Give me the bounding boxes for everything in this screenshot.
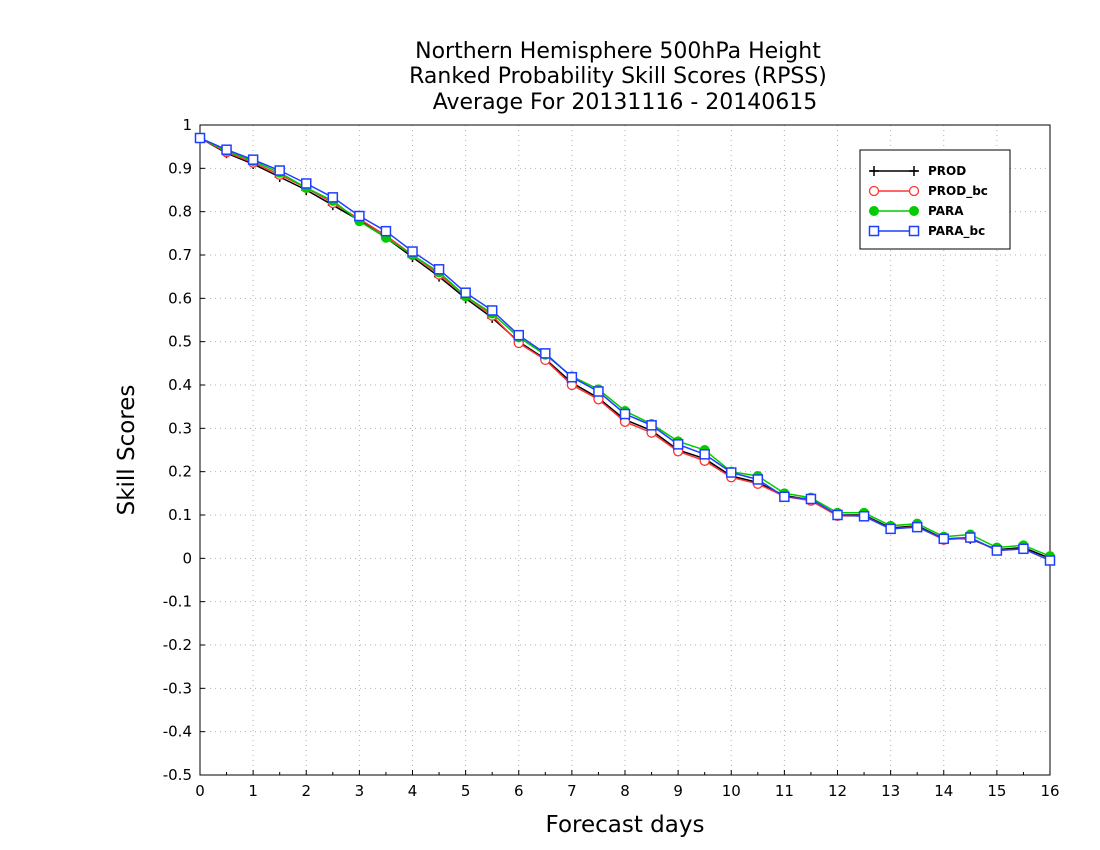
data-point-para-bc — [354, 210, 365, 222]
title-line-3: Average For 20131116 - 20140615 — [433, 90, 818, 115]
data-point-para-bc — [540, 348, 551, 359]
y-tick-label: 0.2 — [168, 463, 192, 481]
x-tick-label: 1 — [248, 782, 258, 800]
y-tick-label: 0.7 — [168, 246, 192, 264]
legend-marker — [909, 166, 919, 176]
data-point-para-bc — [460, 287, 471, 298]
y-tick-label: 0.6 — [168, 289, 192, 307]
title-line-1: Northern Hemisphere 500hPa Height — [415, 39, 821, 64]
y-tick-label: -0.1 — [163, 593, 192, 611]
data-point-para-bc — [221, 144, 232, 155]
x-tick-label: 0 — [195, 782, 205, 800]
data-point-para-bc — [805, 493, 817, 505]
legend-label: PROD_bc — [928, 184, 988, 199]
data-point-para-bc — [380, 225, 392, 237]
data-point-para-bc — [327, 192, 339, 203]
data-point-para-bc — [194, 132, 206, 144]
x-axis-label: Forecast days — [546, 812, 705, 838]
y-tick-label: 1 — [182, 116, 192, 134]
data-point-para-bc — [779, 491, 790, 503]
legend-item-para: PARA — [869, 204, 964, 218]
x-tick-label: 11 — [775, 782, 794, 800]
x-tick-label: 10 — [722, 782, 741, 800]
chart-title: Northern Hemisphere 500hPa Height Ranked… — [409, 39, 827, 115]
legend-marker — [908, 225, 920, 237]
data-point-para-bc — [726, 467, 737, 478]
data-point-para-bc — [646, 420, 657, 431]
data-point-para-bc — [407, 246, 418, 257]
y-tick-label: -0.2 — [163, 636, 192, 654]
legend-label: PROD — [928, 164, 966, 178]
data-point-para-bc — [247, 154, 259, 165]
data-point-para-bc — [965, 532, 976, 543]
legend-marker — [868, 185, 880, 197]
legend-label: PARA — [928, 204, 964, 218]
series-para-bc — [194, 132, 1056, 566]
series-layer — [194, 132, 1056, 566]
x-tick-label: 12 — [828, 782, 847, 800]
legend-marker — [869, 166, 879, 176]
x-tick-label: 5 — [461, 782, 471, 800]
legend-marker — [868, 225, 880, 237]
legend: PROD PROD_bc PARA PARA_bc — [859, 149, 1011, 250]
data-point-para-bc — [672, 439, 684, 450]
x-tick-label: 2 — [301, 782, 311, 800]
data-point-para-bc — [858, 511, 870, 522]
y-tick-label: 0.3 — [168, 419, 192, 437]
x-tick-label: 16 — [1040, 782, 1059, 800]
data-point-para-bc — [1018, 543, 1029, 555]
data-point-para-bc — [991, 545, 1003, 556]
y-axis-label: Skill Scores — [114, 385, 140, 516]
data-point-para-bc — [885, 523, 896, 535]
legend-item-prod: PROD — [869, 164, 966, 178]
y-tick-label: 0.1 — [168, 506, 192, 524]
data-point-para-bc — [301, 178, 312, 189]
y-axis: -0.5 -0.4 -0.3 -0.2 -0.1 0 0.1 0.2 0.3 0.4 0.5 0.6 0… — [163, 116, 205, 784]
y-tick-label: 0.8 — [168, 203, 192, 221]
y-tick-label: 0 — [182, 549, 192, 567]
legend-label: PARA_bc — [928, 224, 985, 239]
data-point-para-bc — [593, 386, 604, 397]
legend-marker — [869, 206, 879, 216]
data-point-para-bc — [1044, 555, 1056, 566]
data-point-para-bc — [619, 408, 631, 420]
data-point-para-bc — [274, 165, 285, 176]
y-tick-label: 0.4 — [168, 376, 192, 394]
title-line-2: Ranked Probability Skill Scores (RPSS) — [409, 64, 827, 89]
y-tick-label: 0.9 — [168, 159, 192, 177]
data-point-para-bc — [752, 474, 764, 485]
x-tick-label: 3 — [355, 782, 365, 800]
x-tick-label: 6 — [514, 782, 524, 800]
legend-marker — [908, 185, 920, 197]
data-point-para-bc — [938, 533, 949, 545]
legend-box — [859, 149, 1011, 250]
y-tick-label: -0.3 — [163, 679, 192, 697]
legend-item-para-bc: PARA_bc — [868, 224, 985, 239]
data-point-para-bc — [513, 329, 524, 341]
x-axis: 0 1 2 3 4 5 6 7 8 9 10 11 12 13 14 15 16 — [195, 770, 1060, 800]
x-tick-label: 9 — [673, 782, 683, 800]
y-tick-label: -0.4 — [163, 723, 192, 741]
y-tick-label: 0.5 — [168, 333, 192, 351]
x-tick-label: 7 — [567, 782, 577, 800]
grid-layer — [200, 125, 1050, 775]
data-point-para-bc — [699, 449, 710, 460]
data-point-para-bc — [566, 371, 578, 383]
data-point-para-bc — [911, 521, 923, 533]
legend-item-prod-bc: PROD_bc — [868, 184, 988, 199]
x-tick-label: 14 — [934, 782, 953, 800]
x-tick-label: 13 — [881, 782, 900, 800]
x-tick-label: 8 — [620, 782, 630, 800]
legend-marker — [909, 206, 919, 216]
y-tick-label: -0.5 — [163, 766, 192, 784]
data-point-para-bc — [832, 509, 843, 521]
data-point-para-bc — [433, 264, 445, 275]
x-tick-label: 15 — [987, 782, 1006, 800]
x-tick-label: 4 — [408, 782, 418, 800]
data-point-para-bc — [486, 305, 498, 316]
